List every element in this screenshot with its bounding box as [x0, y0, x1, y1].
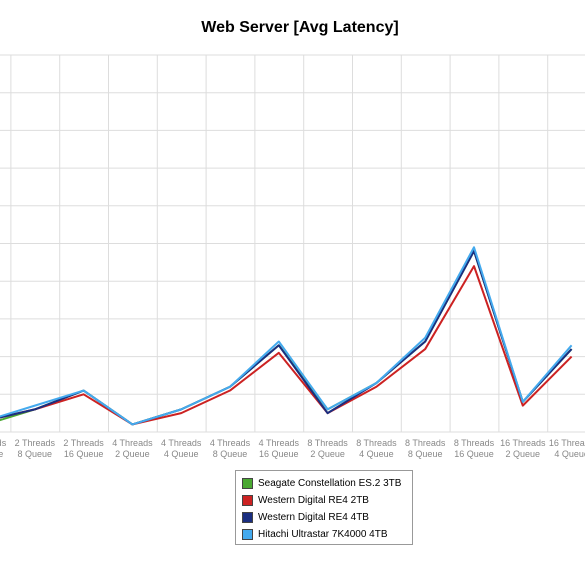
legend-swatch-icon	[242, 495, 253, 506]
legend: Seagate Constellation ES.2 3TB Western D…	[235, 470, 413, 545]
x-tick-label: 8 Threads 2 Queue	[307, 438, 348, 459]
legend-label: Western Digital RE4 4TB	[258, 512, 369, 523]
legend-item: Seagate Constellation ES.2 3TB	[242, 475, 412, 492]
x-tick-label: 16 Threads 2 Queue	[500, 438, 546, 459]
legend-swatch-icon	[242, 478, 253, 489]
legend-label: Hitachi Ultrastar 7K4000 4TB	[258, 529, 388, 540]
legend-item: Hitachi Ultrastar 7K4000 4TB	[242, 526, 412, 543]
series-line	[0, 246, 573, 426]
x-tick-label: 8 Threads 4 Queue	[356, 438, 397, 459]
legend-item: Western Digital RE4 4TB	[242, 509, 412, 526]
x-tick-label: 4 Threads 8 Queue	[210, 438, 251, 459]
series-line	[0, 250, 573, 426]
legend-label: Western Digital RE4 2TB	[258, 495, 369, 506]
chart-title: Web Server [Avg Latency]	[201, 19, 399, 36]
x-tick-label: 4 Threads 4 Queue	[161, 438, 202, 459]
x-tick-label: 8 Threads 8 Queue	[405, 438, 446, 459]
series-lines	[0, 246, 573, 426]
x-tick-label: 2 Threads 16 Queue	[63, 438, 104, 459]
grid	[0, 54, 585, 433]
legend-swatch-icon	[242, 512, 253, 523]
legend-swatch-icon	[242, 529, 253, 540]
x-tick-label: 8 Threads 16 Queue	[454, 438, 495, 459]
legend-label: Seagate Constellation ES.2 3TB	[258, 478, 402, 489]
series-line	[0, 265, 573, 426]
legend-item: Western Digital RE4 2TB	[242, 492, 412, 509]
series-line	[0, 250, 573, 426]
x-tick-label: 4 Threads 16 Queue	[259, 438, 300, 459]
x-tick-label: 4 Threads 2 Queue	[112, 438, 153, 459]
x-tick-label: 2 Threads 8 Queue	[15, 438, 56, 459]
